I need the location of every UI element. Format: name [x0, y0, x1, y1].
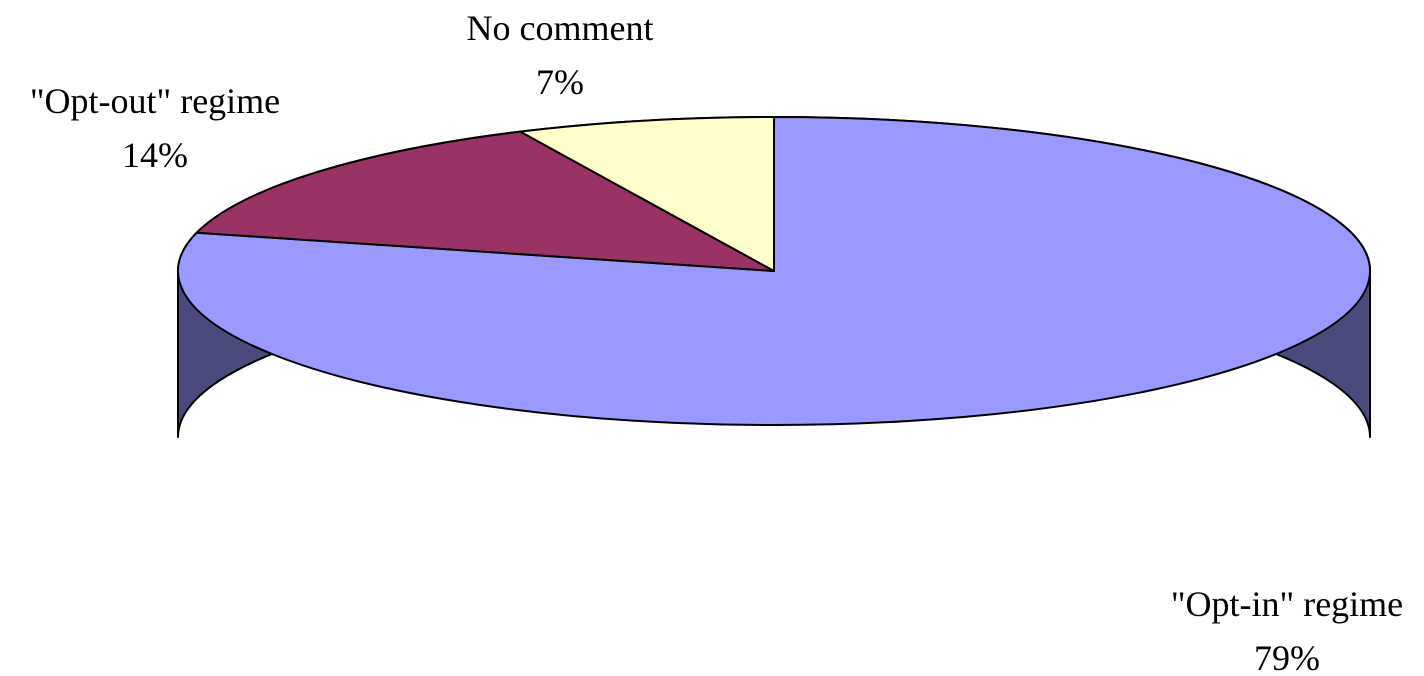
- slice-value-no-comment: 7%: [536, 62, 584, 102]
- slice-value-opt-in: 79%: [1254, 638, 1320, 676]
- pie-labels: "Opt-in" regime 79% "Opt-out" regime 14%…: [30, 8, 1403, 676]
- slice-label-opt-in: "Opt-in" regime: [1171, 584, 1403, 624]
- pie-slice-opt-out-regime: [195, 130, 775, 272]
- pie-top-face: [177, 116, 1371, 426]
- pie-slice-no-comment: [519, 116, 775, 272]
- slice-value-opt-out: 14%: [122, 135, 188, 175]
- slice-label-opt-out: "Opt-out" regime: [30, 81, 280, 121]
- slice-label-no-comment: No comment: [467, 8, 654, 48]
